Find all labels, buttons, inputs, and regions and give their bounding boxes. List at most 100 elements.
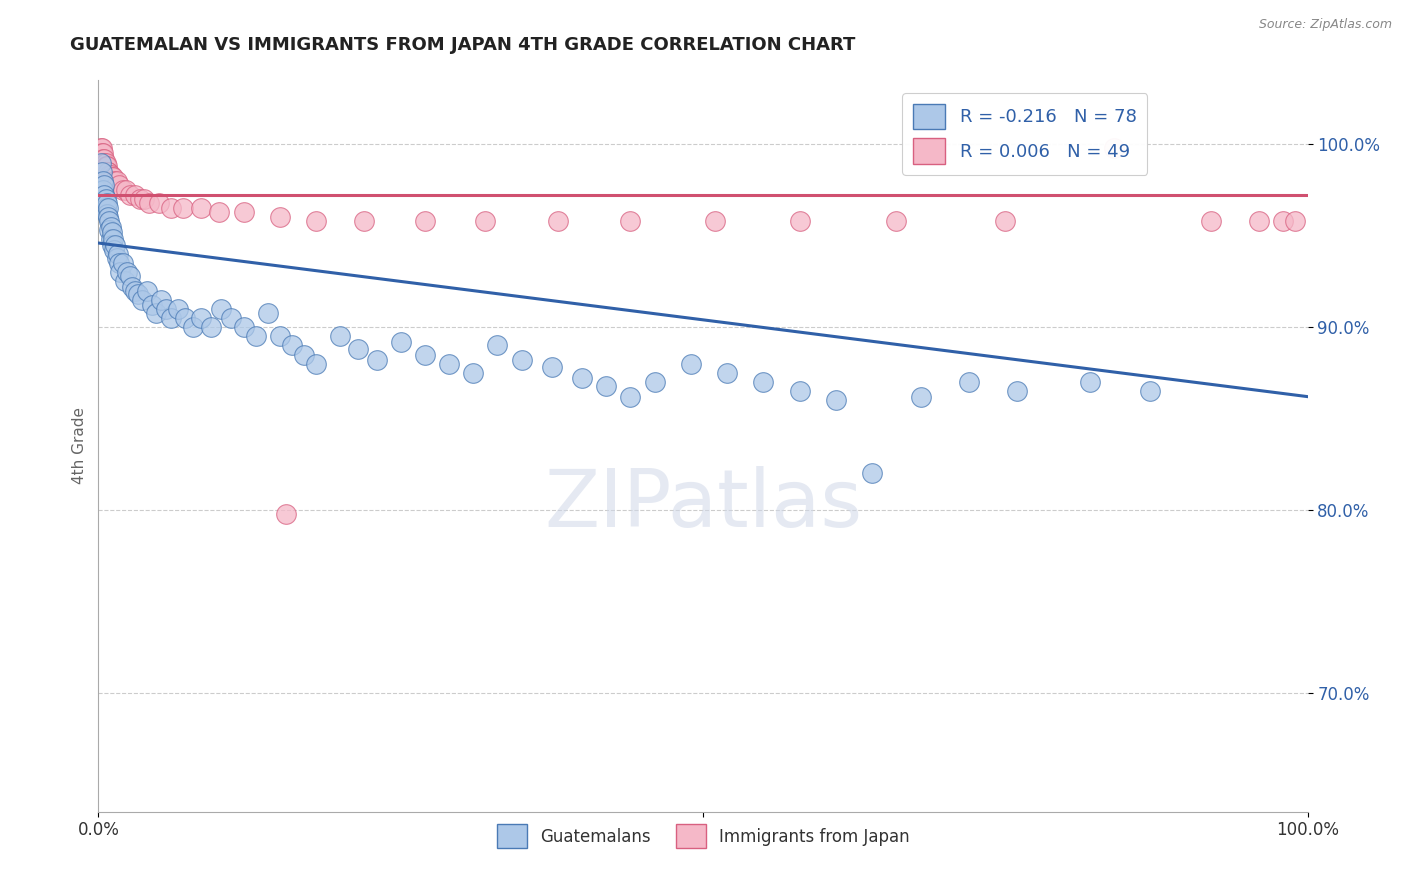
Point (474, 214, 496, 228)
Point (108, 178, 131, 192)
Point (910, 390, 932, 404)
Point (128, 192, 150, 206)
Legend: Guatemalans, Immigrants from Japan: Guatemalans, Immigrants from Japan (489, 818, 917, 855)
Point (1272, 214, 1295, 228)
Point (292, 347, 315, 362)
Text: GUATEMALAN VS IMMIGRANTS FROM JAPAN 4TH GRADE CORRELATION CHART: GUATEMALAN VS IMMIGRANTS FROM JAPAN 4TH … (70, 36, 856, 54)
Point (245, 329, 267, 343)
Point (124, 188, 146, 202)
Point (789, 214, 811, 228)
Point (789, 384, 811, 399)
Point (118, 268, 141, 283)
Point (366, 353, 388, 368)
Point (105, 174, 128, 188)
Point (1284, 214, 1306, 228)
Point (103, 174, 125, 188)
Point (1007, 384, 1029, 399)
Point (118, 188, 141, 202)
Point (91, 146, 114, 161)
Point (160, 201, 183, 215)
Point (190, 311, 212, 326)
Point (160, 311, 183, 326)
Point (124, 284, 146, 298)
Point (957, 375, 980, 389)
Point (1078, 375, 1101, 389)
Point (256, 305, 278, 319)
Point (100, 169, 122, 183)
Point (94, 159, 117, 173)
Point (155, 301, 177, 316)
Point (148, 195, 170, 210)
Point (644, 375, 666, 389)
Point (91, 164, 114, 178)
Point (540, 360, 562, 375)
Point (91, 183, 114, 197)
Point (190, 201, 212, 215)
Point (221, 311, 243, 326)
Point (269, 211, 291, 225)
Point (389, 334, 412, 349)
Point (353, 214, 375, 228)
Point (1102, 141, 1125, 155)
Point (127, 287, 149, 301)
Point (105, 251, 128, 265)
Point (131, 293, 153, 307)
Point (91, 141, 114, 155)
Point (114, 274, 136, 288)
Point (108, 265, 131, 279)
Point (96, 207, 118, 221)
Point (510, 353, 533, 368)
Point (94, 155, 117, 169)
Point (97, 164, 120, 178)
Point (97, 211, 120, 225)
Point (100, 225, 122, 239)
Point (98, 223, 121, 237)
Point (269, 329, 291, 343)
Point (704, 214, 727, 228)
Y-axis label: 4th Grade: 4th Grade (72, 408, 87, 484)
Point (486, 338, 509, 352)
Point (886, 214, 908, 228)
Point (100, 170, 122, 185)
Point (141, 298, 163, 312)
Point (96, 195, 118, 210)
Point (145, 305, 167, 319)
Point (91, 152, 114, 166)
Point (111, 256, 134, 270)
Point (103, 244, 125, 258)
Point (437, 357, 460, 371)
Point (413, 214, 436, 228)
Point (274, 507, 297, 521)
Text: Source: ZipAtlas.com: Source: ZipAtlas.com (1258, 18, 1392, 31)
Point (90, 155, 112, 169)
Point (232, 205, 254, 219)
Point (100, 232, 122, 246)
Point (101, 170, 124, 185)
Point (208, 205, 231, 219)
Point (93, 155, 115, 169)
Point (98, 169, 121, 183)
Point (329, 329, 352, 343)
Point (94, 192, 117, 206)
Point (860, 467, 883, 481)
Point (135, 284, 157, 298)
Point (108, 256, 131, 270)
Point (93, 152, 115, 166)
Point (571, 371, 593, 385)
Point (91, 146, 114, 161)
Point (100, 238, 122, 252)
Point (1249, 214, 1271, 228)
Point (547, 214, 569, 228)
Point (167, 301, 190, 316)
Point (413, 347, 436, 362)
Point (752, 375, 775, 389)
Point (994, 214, 1017, 228)
Point (232, 320, 254, 334)
Point (281, 338, 304, 352)
Point (121, 280, 143, 294)
Point (93, 188, 115, 202)
Point (117, 265, 139, 279)
Point (101, 232, 124, 246)
Point (94, 201, 117, 215)
Point (97, 164, 120, 178)
